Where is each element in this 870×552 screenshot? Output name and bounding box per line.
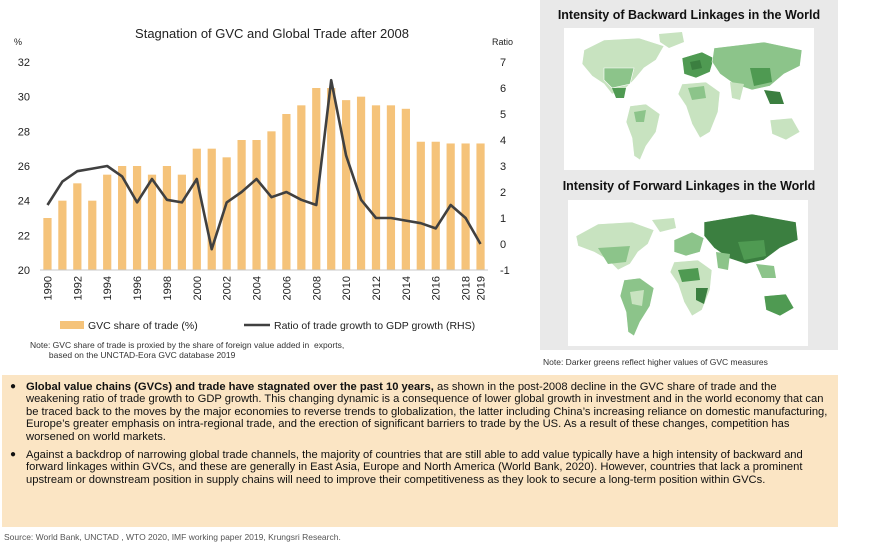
gvc-bar bbox=[461, 143, 470, 270]
bullet-text: Global value chains (GVCs) and trade hav… bbox=[26, 381, 828, 443]
x-tick-label: 1992 bbox=[72, 276, 84, 300]
legend-swatch-gvc bbox=[60, 321, 84, 329]
summary-box: ● Global value chains (GVCs) and trade h… bbox=[2, 375, 838, 527]
bullet-item: ● Against a backdrop of narrowing global… bbox=[10, 449, 828, 486]
right-tick-label: 6 bbox=[500, 83, 506, 95]
gvc-bar bbox=[431, 141, 440, 270]
right-tick-label: 2 bbox=[500, 187, 506, 199]
left-tick-label: 30 bbox=[18, 92, 30, 104]
x-tick-label: 2016 bbox=[431, 276, 443, 300]
x-tick-label: 2010 bbox=[341, 276, 353, 300]
left-tick-label: 32 bbox=[18, 57, 30, 69]
left-tick-label: 28 bbox=[18, 126, 30, 138]
gvc-bar bbox=[356, 96, 366, 271]
x-tick-label: 2008 bbox=[311, 276, 323, 300]
bullet-body: as shown in the post-2008 decline in the… bbox=[26, 381, 828, 443]
legend-label-gvc: GVC share of trade (%) bbox=[88, 320, 198, 332]
gvc-bar bbox=[177, 174, 186, 270]
x-tick-label: 1998 bbox=[162, 276, 174, 300]
gvc-bar bbox=[162, 166, 172, 270]
bullet-dot-icon: ● bbox=[10, 449, 17, 461]
gvc-bar bbox=[207, 148, 216, 270]
backward-linkages-map bbox=[564, 28, 814, 170]
right-tick-label: -1 bbox=[500, 265, 510, 277]
gvc-bar bbox=[118, 166, 127, 270]
gvc-bar bbox=[222, 157, 231, 270]
gvc-bar bbox=[327, 88, 336, 270]
chart-note: Note: GVC share of trade is proxied by t… bbox=[30, 340, 345, 360]
bullet-body: Against a backdrop of narrowing global t… bbox=[26, 449, 803, 486]
gvc-bar bbox=[58, 200, 67, 270]
gvc-bar bbox=[416, 141, 425, 270]
gvc-trade-chart: Stagnation of GVC and Global Trade after… bbox=[14, 26, 513, 332]
left-tick-label: 22 bbox=[18, 230, 30, 242]
gvc-bar bbox=[192, 148, 201, 270]
right-tick-label: 0 bbox=[500, 239, 506, 251]
left-tick-label: 20 bbox=[18, 265, 30, 277]
gvc-bar bbox=[147, 174, 157, 270]
backward-linkages-title: Intensity of Backward Linkages in the Wo… bbox=[557, 8, 821, 22]
x-tick-label: 2006 bbox=[281, 276, 293, 300]
maps-panel: Intensity of Backward Linkages in the Wo… bbox=[540, 0, 838, 350]
gvc-bar bbox=[312, 88, 321, 270]
x-tick-label: 2018 bbox=[461, 276, 473, 300]
gvc-bar bbox=[371, 105, 381, 270]
bullet-dot-icon: ● bbox=[10, 381, 17, 392]
gvc-bar bbox=[132, 166, 142, 270]
legend-label-ratio: Ratio of trade growth to GDP growth (RHS… bbox=[274, 320, 475, 332]
source-note: Source: World Bank, UNCTAD , WTO 2020, I… bbox=[4, 532, 341, 542]
bullet-item: ● Global value chains (GVCs) and trade h… bbox=[10, 381, 828, 443]
x-tick-label: 1990 bbox=[42, 276, 54, 300]
gvc-bar bbox=[401, 108, 410, 270]
left-axis-unit: % bbox=[14, 37, 22, 47]
x-axis-ticks: 1990 1992 1994 1996 1998 2000 2002 2004 2006 2008… bbox=[42, 276, 487, 300]
right-axis-ticks: -1 0 1 2 3 4 5 6 7 bbox=[500, 57, 510, 277]
gvc-bars bbox=[43, 88, 485, 271]
right-tick-label: 3 bbox=[500, 161, 506, 173]
x-tick-label: 2002 bbox=[222, 276, 234, 300]
right-tick-label: 7 bbox=[500, 57, 506, 69]
ratio-line bbox=[46, 78, 482, 251]
right-axis-unit: Ratio bbox=[492, 37, 513, 47]
gvc-bar bbox=[103, 174, 112, 270]
x-tick-label: 2014 bbox=[401, 276, 413, 300]
gvc-bar bbox=[476, 143, 485, 270]
x-tick-label: 2012 bbox=[371, 276, 383, 300]
forward-linkages-map bbox=[568, 200, 808, 346]
right-tick-label: 5 bbox=[500, 109, 506, 121]
gvc-bar bbox=[342, 100, 351, 270]
gvc-bar bbox=[386, 105, 396, 270]
gvc-bar bbox=[297, 105, 306, 270]
right-tick-label: 4 bbox=[500, 135, 506, 147]
gvc-bar bbox=[73, 183, 82, 270]
x-tick-label: 2019 bbox=[476, 276, 488, 300]
gvc-bar bbox=[237, 140, 246, 270]
maps-note: Note: Darker greens reflect higher value… bbox=[543, 357, 768, 367]
left-tick-label: 26 bbox=[18, 161, 30, 173]
left-tick-label: 24 bbox=[18, 196, 30, 208]
chart-legend: GVC share of trade (%) Ratio of trade gr… bbox=[60, 320, 475, 332]
x-tick-label: 1996 bbox=[132, 276, 144, 300]
right-tick-label: 1 bbox=[500, 213, 506, 225]
bullet-bold-lead: Global value chains (GVCs) and trade hav… bbox=[26, 381, 434, 393]
chart-title: Stagnation of GVC and Global Trade after… bbox=[135, 26, 409, 41]
gvc-bar bbox=[252, 140, 261, 270]
forward-linkages-title: Intensity of Forward Linkages in the Wor… bbox=[562, 179, 816, 193]
x-tick-label: 1994 bbox=[102, 276, 114, 300]
gvc-bar bbox=[43, 218, 52, 270]
gvc-bar bbox=[88, 200, 97, 270]
gvc-bar bbox=[267, 131, 276, 270]
x-tick-label: 2000 bbox=[192, 276, 204, 300]
left-axis-ticks: 20 22 24 26 28 30 32 bbox=[18, 57, 30, 277]
x-tick-label: 2004 bbox=[252, 276, 264, 300]
